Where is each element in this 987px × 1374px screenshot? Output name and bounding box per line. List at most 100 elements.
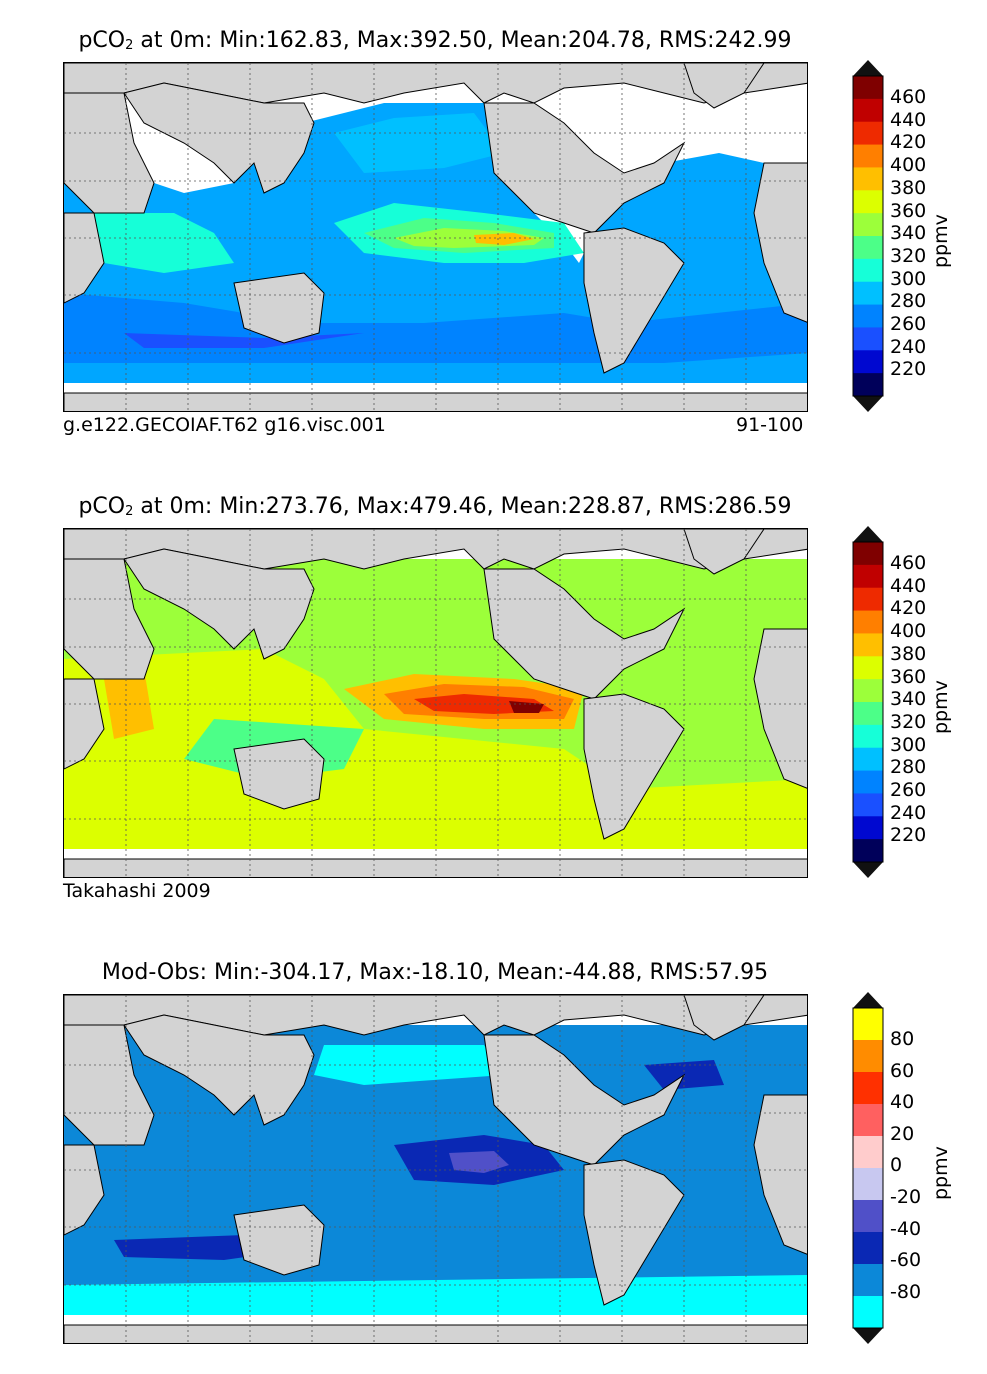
north-pacific-band bbox=[334, 113, 504, 173]
colorbar-tick-label: -20 bbox=[890, 1186, 922, 1208]
colorbar-swatch bbox=[853, 327, 883, 351]
run-label: g.e122.GECOIAF.T62 g16.visc.001 bbox=[63, 414, 386, 436]
indian-ocean-band bbox=[94, 213, 234, 273]
colorbar-tick-label: 300 bbox=[890, 733, 927, 756]
colorbar-swatch bbox=[853, 190, 883, 214]
landmasses bbox=[64, 995, 807, 1343]
colorbar-swatch bbox=[853, 564, 883, 589]
title-suffix: at 0m: Min:162.83, Max:392.50, Mean:204.… bbox=[133, 28, 792, 53]
south-america bbox=[583, 227, 685, 374]
colorbar bbox=[852, 60, 884, 412]
colorbar-swatch bbox=[853, 304, 883, 328]
colorbar-tick-label: 420 bbox=[890, 131, 927, 154]
colorbar-tick-label: 40 bbox=[890, 1091, 915, 1114]
colorbar-tick-label: 80 bbox=[890, 1028, 915, 1050]
colorbar-swatch bbox=[853, 373, 883, 397]
colorbar-tick-label: 460 bbox=[890, 86, 927, 108]
colorbar-tick-label: 220 bbox=[890, 824, 927, 847]
colorbar-swatch bbox=[853, 1072, 883, 1105]
title-prefix: pCO bbox=[78, 28, 126, 53]
panel-title: pCO2 at 0m: Min:273.76, Max:479.46, Mean… bbox=[0, 494, 870, 519]
colorbar-tick-label: 400 bbox=[890, 620, 927, 643]
africa-north bbox=[64, 92, 155, 214]
colorbar-tick-label: 340 bbox=[890, 222, 927, 245]
title-text: Mod-Obs: Min:-304.17, Max:-18.10, Mean:-… bbox=[101, 960, 769, 985]
colorbar bbox=[852, 526, 884, 878]
colorbar-tick-label: -40 bbox=[890, 1217, 922, 1240]
colorbar-swatch bbox=[853, 816, 883, 840]
greenland bbox=[683, 63, 765, 109]
panel-title: Mod-Obs: Min:-304.17, Max:-18.10, Mean:-… bbox=[0, 960, 870, 985]
source-label: Takahashi 2009 bbox=[63, 880, 211, 902]
colorbar-swatch bbox=[853, 679, 883, 703]
colorbar-tick-label: 340 bbox=[890, 688, 927, 711]
colorbar-swatch bbox=[853, 1104, 883, 1137]
colorbar-tick-label: 220 bbox=[890, 358, 927, 381]
colorbar-tick-label: -80 bbox=[890, 1280, 922, 1303]
colorbar-swatch bbox=[853, 610, 883, 634]
colorbar-tick-label: 260 bbox=[890, 779, 927, 801]
colorbar-tick-label: 280 bbox=[890, 756, 927, 779]
colorbar-swatch bbox=[853, 633, 883, 657]
colorbar-svg bbox=[852, 526, 884, 878]
graticule bbox=[64, 529, 807, 877]
asia bbox=[64, 82, 315, 194]
equatorial-lowest bbox=[449, 1151, 509, 1173]
colorbar-svg bbox=[852, 992, 884, 1344]
title-subscript: 2 bbox=[125, 38, 134, 53]
africa-south bbox=[64, 212, 105, 304]
colorbar-swatch bbox=[853, 656, 883, 680]
antarctica bbox=[64, 392, 807, 411]
africa-east bbox=[753, 162, 807, 323]
colorbar-tick-label: 320 bbox=[890, 244, 927, 267]
graticule bbox=[64, 63, 807, 411]
title-suffix: at 0m: Min:273.76, Max:479.46, Mean:228.… bbox=[133, 494, 792, 519]
colorbar-tick-label: 460 bbox=[890, 552, 927, 574]
panel-title: pCO2 at 0m: Min:162.83, Max:392.50, Mean… bbox=[0, 28, 870, 53]
colorbar-tick-label: 420 bbox=[890, 597, 927, 620]
colorbar-swatch bbox=[853, 350, 883, 374]
equatorial-band-4 bbox=[474, 233, 534, 245]
colorbar-top-extend bbox=[853, 992, 883, 1008]
colorbar-top-extend bbox=[853, 60, 883, 76]
colorbar-tick-label: 240 bbox=[890, 801, 927, 824]
colorbar-outline bbox=[852, 1007, 884, 1329]
colorbar-tick-label: 440 bbox=[890, 574, 927, 597]
model-map bbox=[64, 63, 807, 411]
colorbar-swatch bbox=[853, 144, 883, 168]
colorbar-swatch bbox=[853, 542, 883, 566]
colorbar-swatch bbox=[853, 1232, 883, 1265]
colorbar-unit: ppmv bbox=[930, 214, 952, 268]
north-america bbox=[483, 102, 686, 234]
colorbar-tick-label: 260 bbox=[890, 313, 927, 335]
colorbar-tick-label: 20 bbox=[890, 1122, 915, 1145]
colorbar-outline bbox=[852, 75, 884, 397]
title-prefix: pCO bbox=[78, 494, 126, 519]
colorbar-swatch bbox=[853, 121, 883, 146]
colorbar-tick-label: 360 bbox=[890, 665, 927, 688]
landmasses bbox=[64, 529, 807, 877]
colorbar-swatch bbox=[853, 839, 883, 863]
obs-map bbox=[64, 529, 807, 877]
colorbar-swatch bbox=[853, 76, 883, 100]
years-label: 91-100 bbox=[736, 414, 804, 436]
colorbar-swatch bbox=[853, 747, 883, 772]
colorbar-swatch bbox=[853, 587, 883, 612]
map-frame bbox=[63, 62, 808, 412]
colorbar bbox=[852, 992, 884, 1344]
colorbar-bottom-extend bbox=[853, 862, 883, 878]
colorbar-tick-label: 300 bbox=[890, 267, 927, 290]
colorbar-tick-label: 0 bbox=[890, 1154, 903, 1177]
title-subscript: 2 bbox=[125, 504, 134, 519]
colorbar-swatch bbox=[853, 724, 883, 749]
colorbar-tick-label: 240 bbox=[890, 335, 927, 358]
colorbar-bottom-extend bbox=[853, 1328, 883, 1344]
colorbar-unit: ppmv bbox=[930, 1146, 952, 1200]
colorbar-swatch bbox=[853, 281, 883, 306]
colorbar-swatch bbox=[853, 770, 883, 794]
colorbar-swatch bbox=[853, 213, 883, 237]
colorbar-swatch bbox=[853, 1200, 883, 1233]
colorbar-swatch bbox=[853, 167, 883, 191]
colorbar-tick-label: 380 bbox=[890, 642, 927, 665]
colorbar-swatch bbox=[853, 702, 883, 726]
